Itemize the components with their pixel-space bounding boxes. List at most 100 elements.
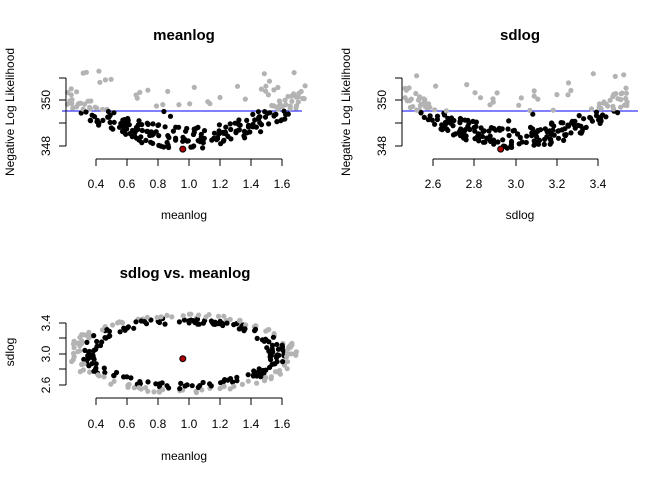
rejected-point [413, 90, 419, 97]
accepted-point [262, 336, 269, 342]
rejected-point [153, 103, 160, 109]
rejected-point [404, 98, 410, 104]
accepted-point [221, 137, 227, 143]
accepted-point [136, 118, 142, 124]
accepted-point [572, 125, 578, 131]
accepted-point [162, 124, 168, 130]
accepted-point [93, 361, 99, 367]
accepted-point [138, 134, 144, 140]
x-tick-label: 0.6 [119, 177, 136, 191]
accepted-point [242, 326, 248, 332]
accepted-point [188, 144, 194, 150]
accepted-point [183, 128, 189, 134]
rejected-point [85, 331, 91, 338]
accepted-point [142, 319, 148, 325]
accepted-point [481, 128, 487, 134]
accepted-point [576, 113, 582, 119]
chart-title: meanlog [153, 27, 215, 44]
accepted-point [176, 124, 182, 130]
chart-title: sdlog vs. meanlog [120, 265, 251, 282]
accepted-point [515, 131, 521, 137]
rejected-point [196, 312, 202, 318]
accepted-point [260, 367, 266, 374]
rejected-point [596, 104, 602, 110]
accepted-point [421, 114, 427, 120]
rejected-point [422, 97, 428, 103]
rejected-point [68, 92, 74, 98]
accepted-point [106, 114, 112, 120]
accepted-point [536, 137, 543, 143]
rejected-point [464, 82, 470, 88]
y-tick-label: 350 [375, 90, 389, 110]
best-estimate-point [497, 145, 505, 153]
rejected-point [191, 84, 197, 90]
accepted-point [93, 365, 99, 371]
rejected-point [610, 94, 616, 100]
x-tick-label: 0.8 [150, 417, 167, 431]
x-tick-label: 3.2 [549, 177, 566, 191]
accepted-point [256, 116, 262, 122]
accepted-point [445, 115, 451, 121]
accepted-point [482, 139, 488, 145]
rejected-point [302, 83, 308, 89]
accepted-point [474, 136, 480, 142]
accepted-point [236, 117, 242, 123]
rejected-point [187, 101, 193, 107]
rejected-point [284, 366, 290, 372]
x-tick-label: 2.8 [466, 177, 483, 191]
accepted-point [182, 383, 188, 389]
accepted-point [244, 117, 250, 123]
accepted-point [562, 132, 568, 138]
accepted-point [247, 129, 253, 135]
accepted-point [129, 127, 136, 134]
rejected-point [263, 83, 269, 89]
accepted-point [104, 327, 110, 333]
accepted-point [283, 111, 289, 118]
accepted-point [201, 128, 208, 134]
accepted-point [274, 359, 280, 365]
accepted-point [86, 355, 92, 361]
rejected-point [283, 102, 289, 108]
rejected-point [99, 327, 106, 333]
accepted-point [211, 135, 217, 141]
rejected-point [169, 314, 175, 320]
x-axis-label: meanlog [161, 449, 207, 463]
rejected-point [494, 90, 500, 96]
rejected-point [263, 88, 269, 94]
rejected-point [289, 98, 295, 104]
rejected-point [97, 79, 103, 85]
accepted-point [429, 117, 435, 123]
accepted-point [156, 133, 162, 139]
rejected-point [80, 367, 86, 373]
accepted-point [145, 128, 151, 134]
rejected-point [477, 95, 484, 101]
accepted-point [524, 133, 530, 139]
accepted-point [170, 128, 176, 134]
accepted-point [615, 110, 621, 116]
accepted-point [107, 119, 113, 125]
rejected-point [418, 101, 424, 107]
accepted-point [268, 357, 274, 363]
chart-title: sdlog [500, 27, 540, 44]
x-tick-label: 1.6 [274, 417, 291, 431]
points-layer [64, 68, 308, 153]
rejected-point [160, 102, 166, 108]
rejected-point [295, 99, 301, 105]
accepted-point [495, 139, 501, 145]
panel-sdlog: sdlog sdlog Negative Log Likelihood 2.6 … [339, 27, 638, 222]
panel-sdlog-vs-meanlog: sdlog vs. meanlog meanlog sdlog 0.4 0.6 … [3, 265, 299, 463]
rejected-point [207, 101, 213, 107]
rejected-point [422, 104, 428, 110]
accepted-point [128, 375, 134, 381]
accepted-point [252, 326, 259, 332]
accepted-point [418, 109, 424, 116]
x-tick-label: 1.2 [212, 177, 229, 191]
rejected-point [275, 84, 281, 91]
accepted-point [517, 134, 523, 141]
accepted-point [131, 325, 137, 331]
x-ticks: 2.6 2.8 3.0 3.2 3.4 [425, 159, 607, 191]
rejected-point [588, 106, 595, 112]
rejected-point [487, 102, 493, 108]
accepted-point [559, 127, 565, 133]
accepted-point [542, 136, 548, 142]
